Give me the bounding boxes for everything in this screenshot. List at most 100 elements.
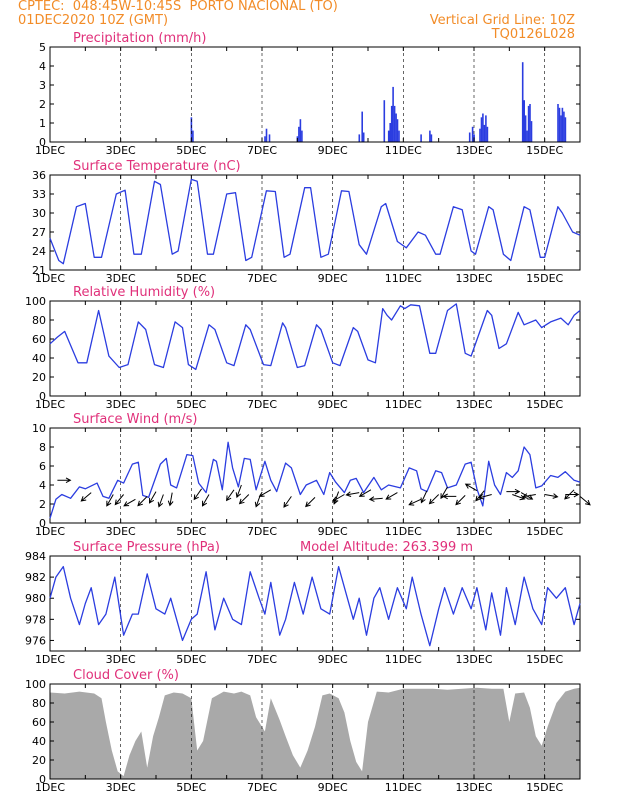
precip-bar: [190, 117, 193, 142]
y-tick-label: 984: [25, 550, 46, 563]
x-tick-label: 11DEC: [385, 781, 422, 794]
precip-bar: [395, 113, 397, 142]
x-tick-label: 1DEC: [35, 272, 65, 285]
x-tick-label: 3DEC: [106, 144, 136, 157]
precip-bar: [561, 107, 564, 142]
precip-bar: [264, 136, 266, 142]
wind-arrow: [148, 491, 157, 504]
model-code: TQ0126L028: [491, 27, 575, 42]
x-tick-label: 13DEC: [455, 781, 492, 794]
y-tick-label: 8: [39, 441, 46, 454]
wind-arrow: [80, 492, 92, 502]
y-tick-label: 80: [32, 697, 46, 710]
x-tick-label: 9DEC: [318, 144, 348, 157]
x-tick-label: 15DEC: [526, 781, 563, 794]
wind-arrow: [408, 498, 422, 506]
wind-arrow: [368, 496, 383, 502]
y-tick-label: 40: [32, 735, 46, 748]
precip-bar: [420, 134, 422, 142]
precip-bar: [485, 115, 487, 142]
x-tick-label: 9DEC: [318, 398, 348, 411]
wind-arrow: [305, 497, 316, 508]
wind-arrow: [193, 488, 203, 501]
y-tick-label: 0: [39, 517, 46, 530]
panel-precip: 1DEC 3DEC 5DEC 7DEC 9DEC 11DEC 13DEC 15DEC 0 1 2 3 4…: [35, 31, 581, 157]
wind-arrow: [167, 492, 174, 507]
x-tick-label: 13DEC: [455, 653, 492, 666]
y-tick-label: 2: [39, 498, 46, 511]
x-tick-label: 9DEC: [318, 781, 348, 794]
x-tick-label: 3DEC: [106, 272, 136, 285]
y-tick-label: 6: [39, 460, 46, 473]
precip-bar: [479, 128, 481, 142]
header-line-2: 01DEC2020 10Z (GMT): [18, 13, 169, 28]
wind-arrow: [565, 491, 580, 498]
y-tick-label: 21: [32, 264, 46, 277]
panel-wind: 1DEC 3DEC 5DEC 7DEC 9DEC 11DEC 13DEC 15DEC 0 2 4 6 8…: [32, 412, 591, 538]
x-tick-label: 9DEC: [318, 272, 348, 285]
wind-arrow: [442, 493, 457, 500]
x-tick-label: 1DEC: [35, 398, 65, 411]
x-tick-label: 11DEC: [385, 525, 422, 538]
panel-frame: [49, 300, 581, 397]
y-tick-label: 4: [39, 479, 46, 492]
y-tick-label: 5: [39, 41, 46, 54]
x-tick-label: 5DEC: [176, 781, 206, 794]
y-tick-label: 982: [25, 571, 46, 584]
precip-bar: [390, 105, 393, 142]
temp-series-line: [49, 178, 581, 265]
precip-bar: [558, 107, 561, 142]
wind-arrow: [428, 494, 440, 505]
y-tick-label: 0: [39, 773, 46, 786]
wind-arrow: [258, 489, 272, 497]
precip-bar: [480, 117, 483, 142]
x-tick-label: 1DEC: [35, 653, 65, 666]
y-tick-label: 100: [25, 295, 46, 308]
x-tick-label: 7DEC: [247, 144, 277, 157]
x-tick-label: 9DEC: [318, 525, 348, 538]
wind-arrow: [137, 496, 148, 507]
y-tick-label: 4: [39, 60, 46, 73]
x-tick-label: 5DEC: [176, 653, 206, 666]
wind-arrow: [57, 477, 72, 484]
y-tick-label: 40: [32, 352, 46, 365]
panel-cloud: 1DEC 3DEC 5DEC 7DEC 9DEC 11DEC 13DEC 15DEC 0 20 40…: [25, 668, 581, 794]
wind-arrow: [455, 495, 466, 506]
x-tick-label: 15DEC: [526, 653, 563, 666]
precip-bar: [430, 134, 433, 142]
x-tick-label: 7DEC: [247, 272, 277, 285]
x-tick-label: 7DEC: [247, 781, 277, 794]
x-tick-label: 13DEC: [455, 144, 492, 157]
precip-bar: [192, 130, 194, 142]
precip-bar: [468, 132, 471, 142]
wind-arrow: [464, 483, 478, 492]
panel-frame: [49, 427, 581, 524]
y-tick-label: 33: [32, 188, 46, 201]
y-tick-label: 36: [32, 169, 46, 182]
x-tick-label: 1DEC: [35, 144, 65, 157]
x-tick-label: 11DEC: [385, 272, 422, 285]
x-tick-label: 1DEC: [35, 525, 65, 538]
wind-arrow: [235, 484, 242, 499]
panel-temp: 1DEC 3DEC 5DEC 7DEC 9DEC 11DEC 13DEC 15DEC 21 24 2…: [32, 159, 581, 285]
wind-arrow: [106, 494, 114, 507]
wind-arrow: [332, 494, 345, 502]
pres-series-line: [49, 565, 581, 647]
cloud-cover-area: [50, 687, 580, 779]
wind-arrow: [114, 494, 124, 506]
panel-pres: 1DEC 3DEC 5DEC 7DEC 9DEC 11DEC 13DEC 15DEC 976 97…: [25, 540, 581, 666]
y-tick-label: 30: [32, 207, 46, 220]
precip-bar: [383, 100, 386, 142]
precip-bar: [387, 130, 390, 142]
precip-bar: [362, 132, 365, 142]
panel-rh: 1DEC 3DEC 5DEC 7DEC 9DEC 11DEC 13DEC 15DEC 0 20 40…: [25, 285, 581, 411]
y-tick-label: 20: [32, 754, 46, 767]
x-tick-label: 13DEC: [455, 398, 492, 411]
panel-title: Surface Pressure (hPa): [73, 540, 220, 555]
x-tick-label: 1DEC: [35, 781, 65, 794]
x-tick-label: 11DEC: [385, 653, 422, 666]
y-tick-label: 976: [25, 634, 46, 647]
wind-arrow: [201, 494, 210, 507]
y-tick-label: 60: [32, 716, 46, 729]
precip-bar: [486, 126, 489, 142]
